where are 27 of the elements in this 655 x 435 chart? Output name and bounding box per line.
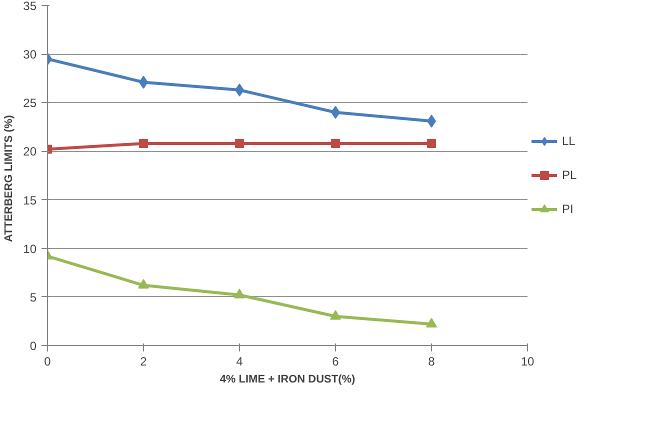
- point: [330, 310, 341, 320]
- point: [427, 138, 436, 148]
- y-tick-label: 20: [23, 144, 37, 159]
- y-tick-label: 30: [23, 48, 37, 62]
- x-tick-label: 8: [428, 354, 436, 368]
- point: [426, 318, 437, 328]
- y-tick-label: 25: [23, 96, 37, 110]
- y-tick-label: 5: [30, 290, 37, 304]
- legend-label: PL: [562, 168, 578, 182]
- y-tick-label: 35: [23, 0, 37, 13]
- x-tick-label: 2: [140, 354, 148, 368]
- y-axis-title: ATTERBERG LIMITS (%): [3, 114, 16, 242]
- legend-label: PI: [562, 202, 574, 216]
- y-tick-label: 10: [23, 242, 37, 256]
- x-tick-label: 10: [520, 354, 534, 368]
- x-tick-label: 0: [44, 354, 52, 368]
- x-tick-label: 4: [236, 354, 244, 368]
- point: [234, 288, 245, 298]
- y-tick-label: 15: [23, 193, 37, 208]
- legend-label: LL: [562, 134, 576, 148]
- x-axis-title: 4% LIME + IRON DUST(%): [220, 374, 356, 386]
- y-tick-label: 0: [30, 339, 37, 353]
- x-tick-label: 6: [332, 354, 340, 368]
- point: [138, 279, 149, 289]
- point: [235, 138, 244, 148]
- point: [331, 138, 340, 148]
- point: [139, 138, 148, 148]
